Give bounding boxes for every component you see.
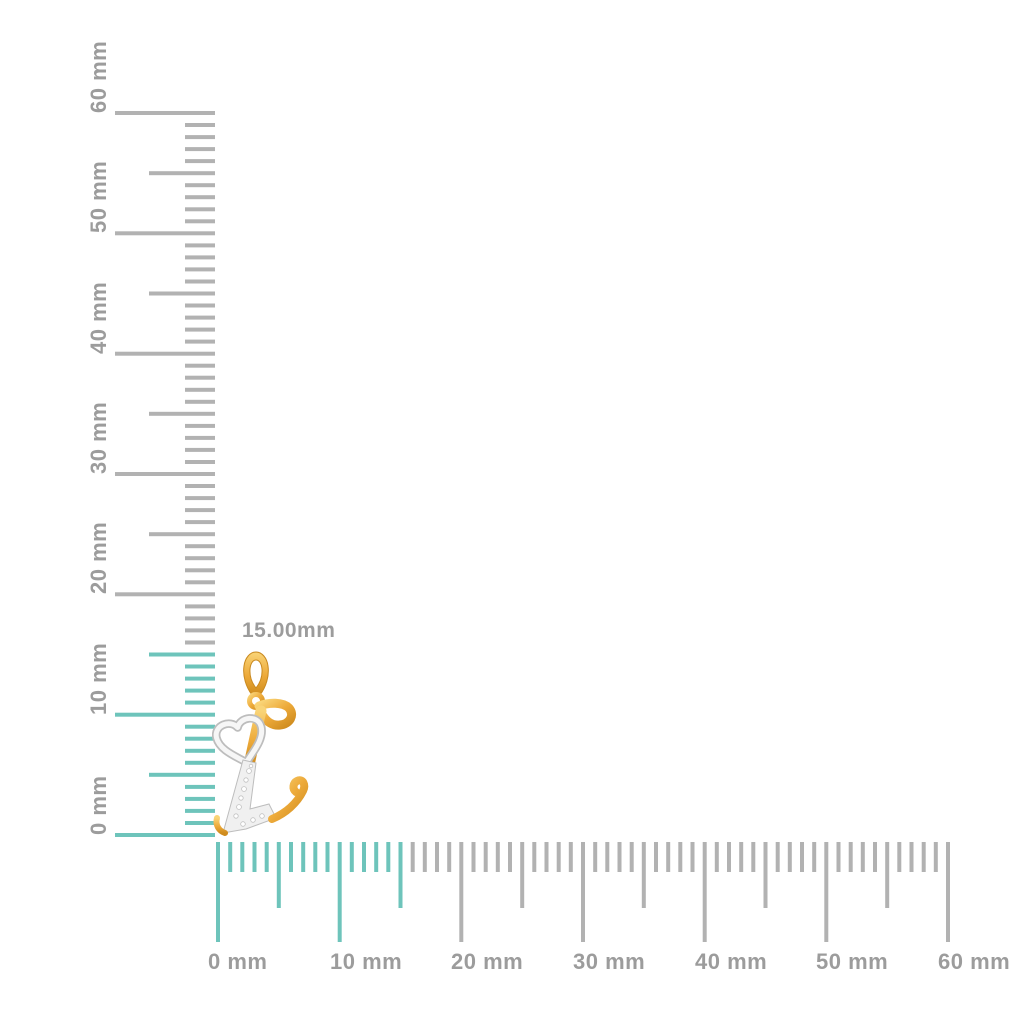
horizontal-ruler-label-60mm: 60 mm <box>938 949 1011 974</box>
horizontal-ruler-label-40mm: 40 mm <box>695 949 768 974</box>
vertical-ruler-label-10mm: 10 mm <box>86 642 111 715</box>
letter-l-heart-pendant-image <box>212 651 309 836</box>
vertical-ruler-label-20mm: 20 mm <box>86 521 111 594</box>
pendant-foot-flourish <box>268 776 309 823</box>
horizontal-ruler-label-50mm: 50 mm <box>816 949 889 974</box>
vertical-ruler-label-60mm: 60 mm <box>86 40 111 113</box>
pendant-left-tail <box>213 815 228 836</box>
vertical-ruler-label-50mm: 50 mm <box>86 160 111 233</box>
pendant-bail <box>243 651 269 696</box>
horizontal-ruler-label-0mm: 0 mm <box>208 949 268 974</box>
horizontal-ruler-label-30mm: 30 mm <box>573 949 646 974</box>
pendant-top-curl <box>254 698 297 730</box>
diamonds <box>233 763 265 827</box>
horizontal-ruler-label-20mm: 20 mm <box>451 949 524 974</box>
heart-outline <box>212 714 266 767</box>
vertical-ruler-label-40mm: 40 mm <box>86 281 111 354</box>
dimension-label: 15.00mm <box>242 619 336 642</box>
horizontal-ruler-label-10mm: 10 mm <box>330 949 403 974</box>
vertical-ruler-label-30mm: 30 mm <box>86 401 111 474</box>
vertical-ruler-label-0mm: 0 mm <box>86 775 111 835</box>
